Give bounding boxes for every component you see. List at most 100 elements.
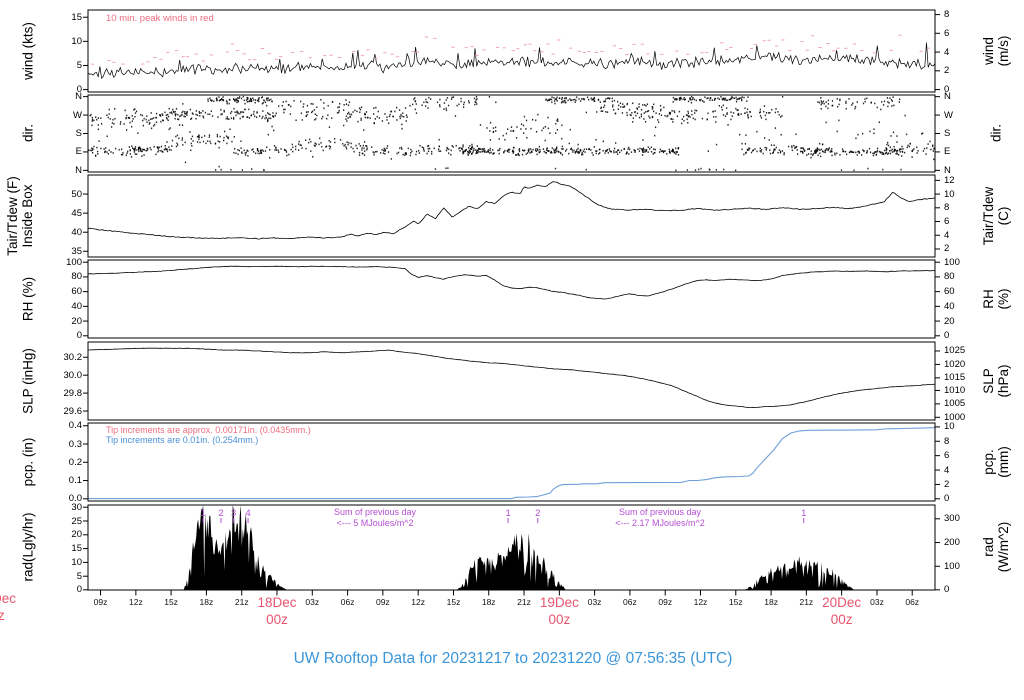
x-tick-label: 09z: [375, 597, 390, 607]
tair-ytick-right: 12: [944, 174, 955, 186]
rad-ytick-right: 300: [944, 513, 960, 525]
rad-sum-1-line1: Sum of previous day: [333, 507, 417, 517]
slp-ytick-right: 1010: [944, 384, 966, 396]
tair-ytick-left: 35: [71, 245, 82, 257]
rad-sum-1-line2: <--- 5 MJoules/m^2: [336, 518, 414, 528]
dir-right-axis-label: dir.: [988, 123, 1004, 143]
wind-ytick-right: 0: [944, 84, 950, 96]
wind-ytick-right: 8: [944, 9, 950, 21]
chart-title: UW Rooftop Data for 20231217 to 20231220…: [293, 650, 733, 667]
rad-event-number: 1: [801, 508, 806, 519]
rh-ytick-right: 60: [944, 286, 955, 298]
x-tick-label: 15z: [728, 597, 743, 607]
dir-ytick-right: N: [944, 91, 951, 103]
rh-left-axis-label: RH (%): [20, 276, 36, 322]
dir-ytick-right: E: [944, 146, 951, 158]
x-tick-label: 15z: [446, 597, 461, 607]
tair-ytick-left: 40: [71, 226, 82, 238]
pcp-ytick-left: 0.0: [68, 493, 82, 505]
rad-event-number: 1: [201, 508, 206, 519]
x-date-label: 20Dec: [822, 595, 862, 610]
cutoff-date-label: 17Dec 00z: [0, 590, 16, 624]
x-tick-label: 12z: [693, 597, 708, 607]
rh-ytick-left: 0: [76, 330, 82, 342]
rh-ytick-right: 100: [944, 256, 960, 268]
slp-ytick-left: 29.8: [63, 387, 83, 399]
rad-sum-2-line1: Sum of previous day: [618, 507, 702, 517]
x-tick-label: 09z: [658, 597, 673, 607]
x-tick-label: 18z: [764, 597, 778, 607]
cutoff-date-line1: 17Dec: [0, 591, 17, 606]
slp-left-axis-label: SLP (inHg): [20, 348, 36, 414]
x-tick-label: 03z: [870, 597, 884, 607]
slp-ytick-right: 1025: [944, 345, 966, 357]
tair-ytick-left: 45: [71, 207, 82, 219]
tair-left-axis-label: Tair/Tdew (F) Inside Box: [5, 176, 35, 256]
pcp-ytick-right: 8: [944, 435, 950, 447]
x-tick-label: 21z: [799, 597, 814, 607]
x-tick-label: 09z: [93, 597, 108, 607]
x-tick-label: 12z: [128, 597, 143, 607]
panel-tair-graphics: [83, 174, 940, 258]
pcp-ytick-left: 0.4: [68, 420, 82, 432]
rh-ytick-right: 20: [944, 315, 955, 327]
tair-ytick-right: 8: [944, 202, 950, 214]
tair-ytick-left: 50: [71, 188, 82, 200]
rh-ytick-left: 40: [71, 300, 82, 312]
x-tick-label: 21z: [234, 597, 249, 607]
rad-previous-day-sum-2: Sum of previous day <--- 2.17 MJoules/m^…: [615, 507, 705, 529]
rh-ytick-left: 80: [71, 271, 82, 283]
wind-ytick-left: 10: [71, 35, 82, 47]
x-tick-label: 03z: [587, 597, 602, 607]
panel-slp-graphics: [83, 341, 940, 421]
rad-event-number: 1: [505, 508, 510, 519]
slp-ytick-left: 29.6: [63, 405, 83, 417]
pcp-ytick-right: 0: [944, 493, 950, 505]
tair-ytick-right: 2: [944, 243, 950, 255]
x-date-label: 18Dec: [257, 595, 297, 610]
slp-ytick-right: 1005: [944, 398, 966, 410]
rad-event-number: 2: [218, 508, 223, 519]
pcp-ytick-left: 0.2: [68, 456, 82, 468]
slp-ytick-right: 1000: [944, 411, 966, 423]
rh-ytick-left: 60: [71, 286, 82, 298]
x-date-sublabel: 00z: [830, 612, 853, 627]
cutoff-date-line2: 00z: [0, 608, 5, 623]
rh-ytick-left: 20: [71, 315, 82, 327]
pcp-ytick-left: 0.3: [68, 438, 82, 450]
rad-previous-day-sum-1: Sum of previous day <--- 5 MJoules/m^2: [334, 507, 416, 529]
dir-ytick-right: W: [944, 109, 953, 121]
pcp-ytick-right: 4: [944, 464, 950, 476]
tair-ytick-right: 6: [944, 216, 950, 228]
rad-ytick-left: 5: [76, 570, 82, 582]
wind-left-axis-label: wind (kts): [20, 22, 36, 80]
tair-ytick-right: 10: [944, 188, 955, 200]
wind-ytick-left: 5: [76, 59, 82, 71]
rad-sum-2-line2: <--- 2.17 MJoules/m^2: [615, 518, 705, 528]
dir-ytick-left: W: [73, 109, 82, 121]
panel-pcp-graphics: [83, 422, 940, 502]
pcp-tip-note-blue: Tip increments are 0.01in. (0.254mm.): [106, 435, 259, 445]
rad-ytick-left: 15: [71, 543, 82, 555]
rad-event-number: 3: [231, 508, 236, 519]
rad-ytick-left: 0: [76, 584, 82, 596]
x-tick-label: 06z: [623, 597, 637, 607]
wind-peak-note: 10 min. peak winds in red: [106, 13, 214, 24]
wind-ytick-left: 0: [76, 84, 82, 96]
dir-ytick-left: S: [75, 128, 82, 139]
x-tick-label: 03z: [305, 597, 320, 607]
rh-ytick-right: 80: [944, 271, 955, 283]
rad-ytick-left: 20: [71, 529, 82, 541]
rad-ytick-left: 30: [71, 501, 82, 513]
pcp-ytick-left: 0.1: [68, 475, 82, 487]
slp-ytick-right: 1015: [944, 372, 966, 384]
x-tick-label: 06z: [905, 597, 920, 607]
x-date-label: 19Dec: [539, 595, 579, 610]
rad-ytick-right: 0: [944, 584, 950, 596]
slp-ytick-right: 1020: [944, 358, 966, 370]
rad-ytick-left: 10: [71, 556, 82, 568]
dir-ytick-right: N: [944, 164, 951, 176]
rad-event-number: 2: [535, 508, 540, 519]
